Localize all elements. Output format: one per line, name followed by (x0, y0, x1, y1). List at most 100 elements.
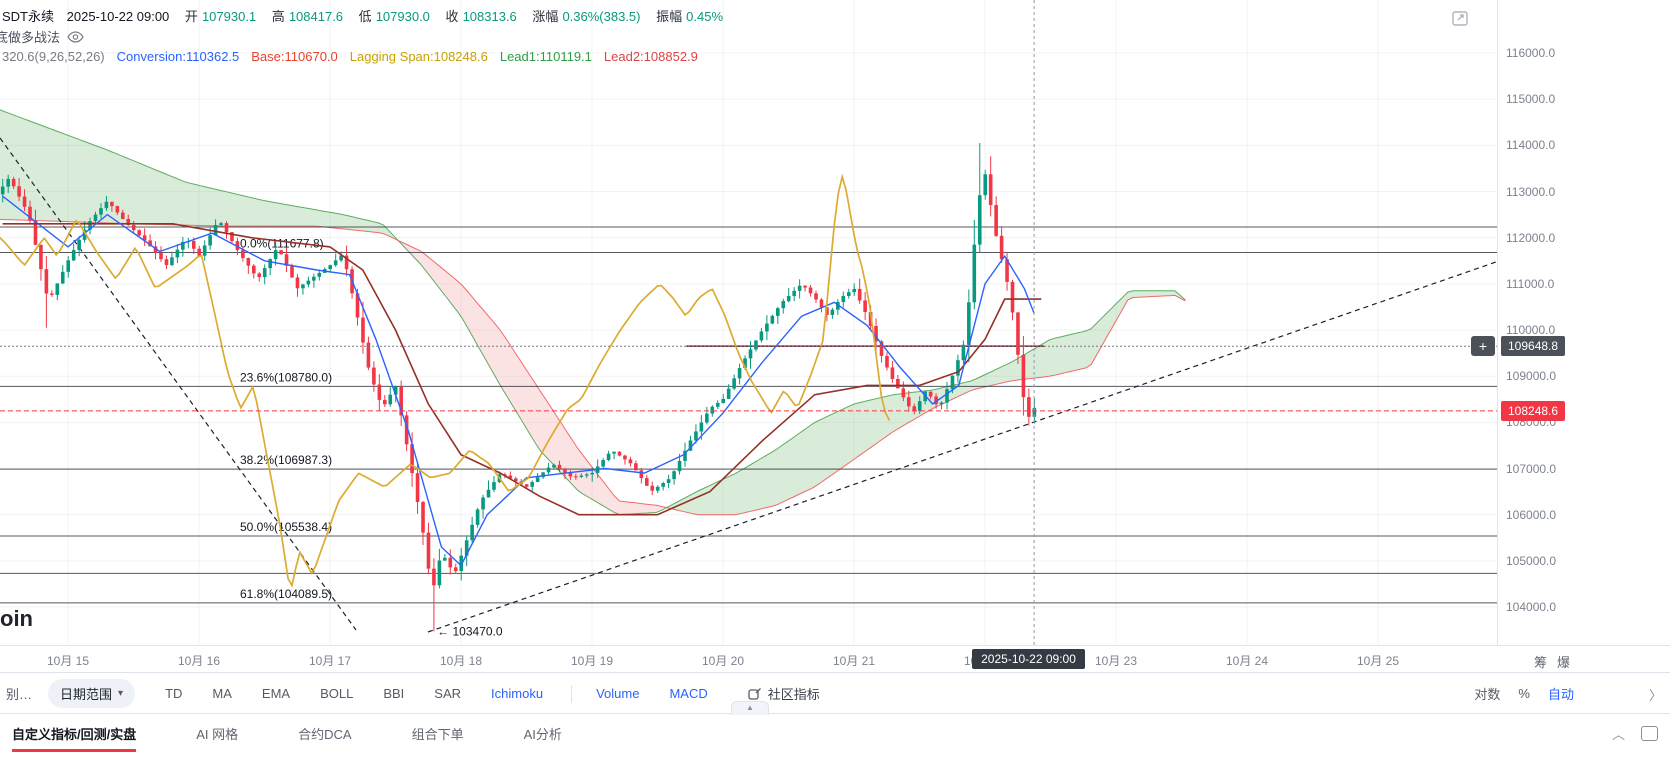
community-icon (748, 687, 761, 700)
lagging-span-line (0, 173, 891, 588)
strategy-name: 底做多战法 (0, 30, 61, 45)
time-axis-label: 10月 23 (1094, 654, 1138, 668)
percent-scale-toggle[interactable]: % (1518, 686, 1530, 701)
time-axis-label: 10月 25 (1356, 654, 1400, 668)
change-value: 0.36%(383.5) (562, 9, 641, 24)
indicator-bbi[interactable]: BBI (383, 686, 405, 701)
amplitude-value: 0.45% (686, 9, 724, 24)
liquidation-toggle[interactable]: 爆 (1557, 655, 1571, 670)
time-axis-label: 10月 21 (832, 654, 876, 668)
watermark: oin (0, 606, 33, 631)
strategy-row: 底做多战法 (0, 27, 84, 46)
base-line (2, 223, 1042, 516)
price-axis-label: 110000.0 (1506, 323, 1556, 338)
date-range-selector[interactable]: 日期范围 ▾ (48, 679, 136, 708)
time-axis-label: 10月 20 (701, 654, 745, 668)
panel-collapse-handle[interactable]: ▲ (731, 701, 769, 715)
indicator-boll[interactable]: BOLL (320, 686, 354, 701)
bottom-panel: ▲ 自定义指标/回测/实盘 AI 网格 合约DCA 组合下单 AI分析 ︿ (0, 701, 1670, 781)
bar-datetime: 2025-10-22 09:00 (66, 9, 170, 24)
price-annotation: ← 103470.0 (437, 625, 503, 639)
time-axis-label: 10月 15 (46, 654, 90, 668)
price-axis-label: 105000.0 (1506, 553, 1557, 568)
indicator-ema[interactable]: EMA (261, 686, 291, 701)
symbol-label: SDT永续 (2, 9, 55, 24)
crosshair-time-badge: 2025-10-22 09:00 (972, 649, 1085, 669)
time-axis-label: 10月 18 (439, 654, 483, 668)
expand-icon[interactable] (1450, 8, 1470, 33)
close-value: 108313.6 (462, 9, 517, 24)
indicator-sar[interactable]: SAR (434, 686, 462, 701)
chevron-right-icon[interactable]: 〉 (1648, 688, 1662, 703)
add-order-button[interactable]: + (1471, 336, 1495, 357)
price-axis-label: 114000.0 (1506, 138, 1556, 153)
auto-scale-toggle[interactable]: 自动 (1547, 687, 1574, 702)
indicator-list: TD MA EMA BOLL BBI SAR Ichimoku (165, 686, 543, 701)
bottom-panel-controls: ︿ (1612, 724, 1658, 743)
pane-volume[interactable]: Volume (596, 686, 640, 701)
ichimoku-laggingspan-value: Lagging Span:108248.6 (349, 49, 488, 64)
log-scale-toggle[interactable]: 对数 (1474, 687, 1501, 702)
dashed-price-lines (0, 345, 1497, 412)
conversion-line (2, 195, 1035, 567)
time-axis-label: 10月 19 (570, 654, 614, 668)
svg-text:38.2%(106987.3): 38.2%(106987.3) (240, 453, 332, 467)
chart-toolbar: 别… 日期范围 ▾ TD MA EMA BOLL BBI SAR Ichimoku Volu… (0, 672, 1670, 714)
svg-text:50.0%(105538.4): 50.0%(105538.4) (240, 520, 332, 534)
scale-controls: 对数 % 自动 (1474, 684, 1574, 703)
chart-canvas[interactable]: 0.0%(111677.8) 23.6%(108780.0) 38.2%(10698… (0, 0, 1497, 645)
trend-lines (0, 137, 1497, 633)
time-axis-labels: 10月 15 10月 16 10月 17 10月 18 10月 19 10月 20 10月 … (0, 646, 1670, 673)
bottom-tab-4[interactable]: AI分析 (523, 727, 562, 742)
time-axis-label: 10月 16 (177, 654, 221, 668)
lagging-span-badge[interactable]: 108248.6 (1501, 400, 1566, 421)
open-label: 开 (184, 9, 198, 24)
toolbar-overflow[interactable]: 别… (6, 687, 33, 702)
svg-text:0.0%(111677.8): 0.0%(111677.8) (240, 237, 324, 251)
chip-distribution-toggle[interactable]: 筹 (1534, 655, 1548, 670)
chevron-up-icon[interactable]: ︿ (1611, 727, 1625, 742)
community-indicators-button[interactable]: 社区指标 (748, 684, 820, 703)
ichimoku-lead2-value: Lead2:108852.9 (603, 49, 698, 64)
ichimoku-params: 320.6(9,26,52,26) (2, 49, 105, 64)
bottom-tab-2[interactable]: 合约DCA (298, 727, 352, 742)
indicator-ichimoku[interactable]: Ichimoku (491, 686, 544, 701)
svg-text:23.6%(108780.0): 23.6%(108780.0) (240, 370, 332, 384)
price-axis-label: 116000.0 (1506, 46, 1556, 60)
chevron-down-icon: ▾ (118, 688, 124, 699)
price-axis-label: 111000.0 (1506, 276, 1555, 291)
toolbar-divider (571, 684, 573, 703)
indicator-td[interactable]: TD (165, 686, 183, 701)
ichimoku-readout: 320.6(9,26,52,26) Conversion:110362.5 Base… (2, 49, 698, 64)
candles-layer (0, 143, 1037, 632)
community-indicators-label: 社区指标 (767, 687, 820, 702)
pane-macd[interactable]: MACD (669, 686, 708, 701)
high-label: 高 (271, 9, 285, 24)
price-line-badge[interactable]: 109648.8 (1501, 336, 1566, 357)
low-label: 低 (358, 9, 372, 24)
ichimoku-cloud (0, 109, 1186, 516)
price-axis-label: 106000.0 (1506, 507, 1557, 522)
date-range-label: 日期范围 (60, 687, 113, 702)
price-axis-label: 104000.0 (1506, 600, 1557, 615)
low-value: 107930.0 (375, 9, 430, 24)
close-label: 收 (445, 9, 459, 24)
time-axis[interactable]: 10月 15 10月 16 10月 17 10月 18 10月 19 10月 20 10月 … (0, 645, 1670, 673)
price-axis-label: 115000.0 (1506, 92, 1556, 107)
eye-icon[interactable] (67, 30, 84, 43)
time-axis-label: 10月 17 (308, 654, 352, 668)
ichimoku-lead1-value: Lead1:110119.1 (499, 49, 592, 64)
indicator-ma[interactable]: MA (212, 686, 232, 701)
bottom-tab-1[interactable]: AI 网格 (196, 727, 239, 742)
bottom-tab-0[interactable]: 自定义指标/回测/实盘 (12, 724, 137, 752)
price-axis-label: 107000.0 (1506, 461, 1557, 476)
bottom-tab-list: 自定义指标/回测/实盘 AI 网格 合约DCA 组合下单 AI分析 (0, 714, 1670, 752)
ichimoku-conversion-value: Conversion:110362.5 (116, 49, 240, 64)
ichimoku-values: Conversion:110362.5 Base:110670.0 Lagging … (105, 49, 698, 64)
change-label: 涨幅 (532, 9, 559, 24)
grid-lines (0, 0, 1497, 645)
panel-layout-icon[interactable] (1641, 726, 1658, 741)
price-axis[interactable]: 109648.8 108248.6 116000.0 115000.0 114000… (1497, 0, 1670, 645)
bottom-tab-3[interactable]: 组合下单 (411, 727, 464, 742)
high-value: 108417.6 (288, 9, 344, 24)
